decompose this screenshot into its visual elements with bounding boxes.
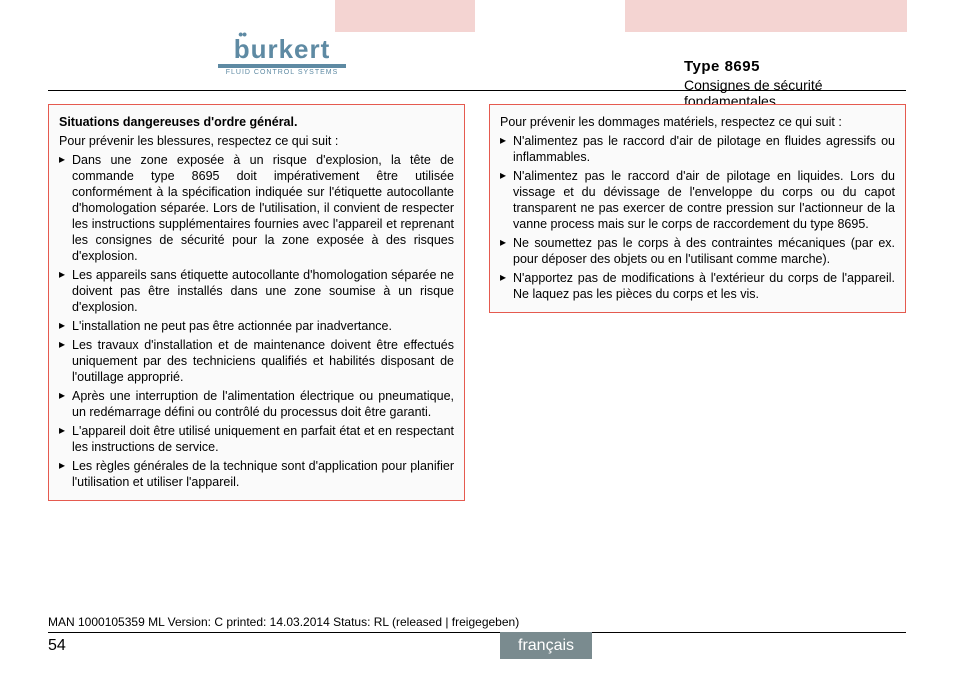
left-box-title: Situations dangereuses d'ordre général. — [59, 114, 454, 130]
left-box-list: Dans une zone exposée à un risque d'expl… — [59, 152, 454, 490]
document-meta: MAN 1000105359 ML Version: C printed: 14… — [48, 615, 519, 629]
right-box-list: N'alimentez pas le raccord d'air de pilo… — [500, 133, 895, 302]
logo-tagline: FLUID CONTROL SYSTEMS — [226, 69, 339, 76]
right-box-intro: Pour prévenir les dommages matériels, re… — [500, 114, 895, 130]
warning-box-left: Situations dangereuses d'ordre général. … — [48, 104, 465, 501]
list-item: Les règles générales de la technique son… — [59, 458, 454, 490]
document-page: b••urkert FLUID CONTROL SYSTEMS Type 869… — [0, 0, 954, 673]
column-right: Pour prévenir les dommages matériels, re… — [489, 104, 906, 501]
language-label: français — [518, 637, 574, 655]
page-number: 54 — [48, 637, 66, 655]
logo-wordmark: b••urkert — [234, 36, 331, 62]
list-item: N'alimentez pas le raccord d'air de pilo… — [500, 133, 895, 165]
header-tab-left — [335, 0, 475, 32]
header-right: Type 8695 Consignes de sécurité fondamen… — [684, 58, 906, 109]
footer-rule — [48, 632, 906, 633]
page-header: b••urkert FLUID CONTROL SYSTEMS Type 869… — [48, 30, 906, 92]
list-item: N'alimentez pas le raccord d'air de pilo… — [500, 168, 895, 232]
list-item: Après une interruption de l'alimentation… — [59, 388, 454, 420]
column-left: Situations dangereuses d'ordre général. … — [48, 104, 465, 501]
header-tab-right — [625, 0, 907, 32]
list-item: Les appareils sans étiquette autocollant… — [59, 267, 454, 315]
list-item: Ne soumettez pas le corps à des contrain… — [500, 235, 895, 267]
warning-box-right: Pour prévenir les dommages matériels, re… — [489, 104, 906, 313]
list-item: N'apportez pas de modifications à l'exté… — [500, 270, 895, 302]
list-item: L'appareil doit être utilisé uniquement … — [59, 423, 454, 455]
list-item: Les travaux d'installation et de mainten… — [59, 337, 454, 385]
brand-logo: b••urkert FLUID CONTROL SYSTEMS — [218, 36, 346, 76]
language-tab: français — [500, 632, 592, 659]
header-rule — [48, 90, 906, 91]
list-item: L'installation ne peut pas être actionné… — [59, 318, 454, 334]
logo-divider — [218, 64, 346, 68]
list-item: Dans une zone exposée à un risque d'expl… — [59, 152, 454, 264]
content-columns: Situations dangereuses d'ordre général. … — [48, 104, 906, 501]
left-box-intro: Pour prévenir les blessures, respectez c… — [59, 133, 454, 149]
product-type-label: Type 8695 — [684, 58, 906, 75]
